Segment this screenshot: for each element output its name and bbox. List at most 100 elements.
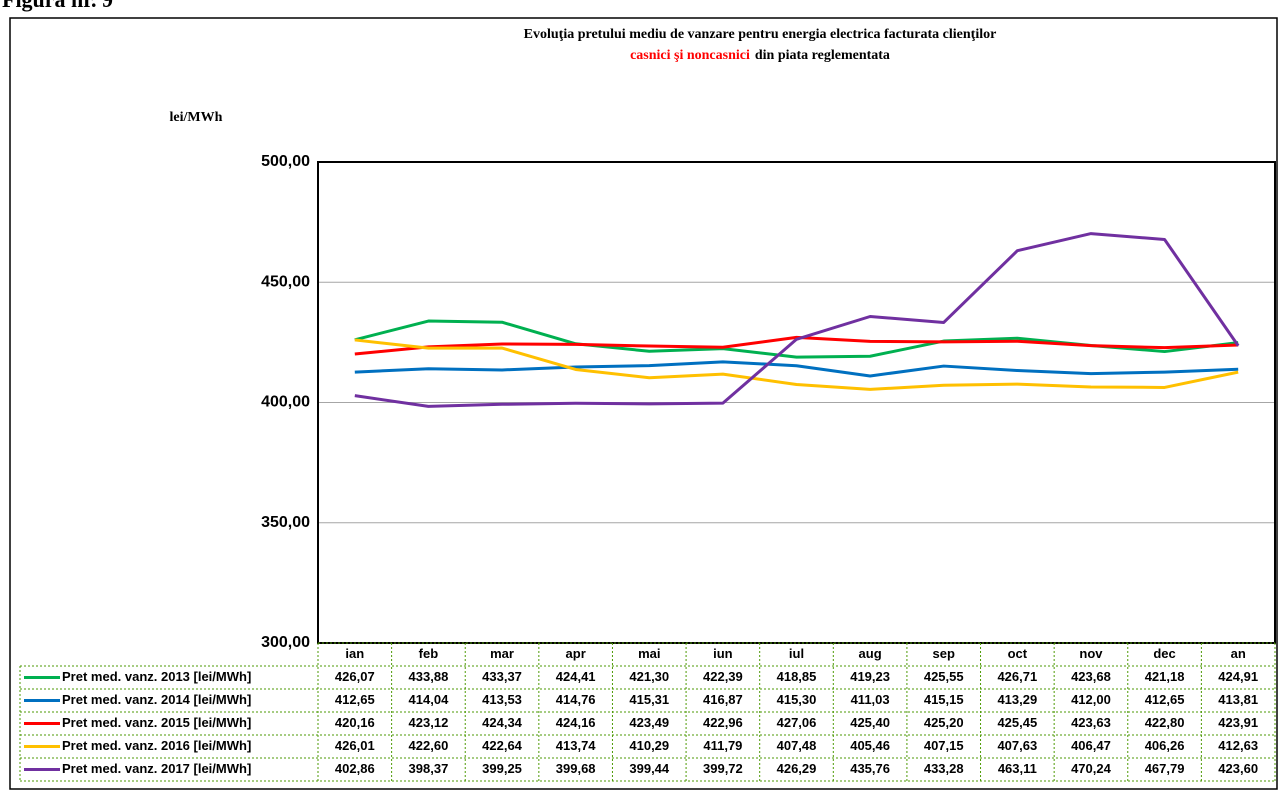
table-cell: 399,72 [703,761,743,776]
table-cell: 425,45 [997,715,1037,730]
table-cell: 423,91 [1218,715,1258,730]
table-cell: 414,76 [556,692,596,707]
x-tick-label: apr [566,646,586,661]
table-cell: 414,04 [409,692,450,707]
table-cell: 413,74 [556,738,597,753]
series-line [354,335,1239,356]
table-cell: 413,53 [482,692,522,707]
table-cell: 424,34 [482,715,523,730]
x-tick-label: iun [713,646,733,661]
table-cell: 422,96 [703,715,743,730]
table-cell: 406,26 [1145,738,1185,753]
y-tick-label: 400,00 [261,394,310,411]
table-cell: 426,07 [335,669,375,684]
x-tick-label: dec [1153,646,1175,661]
table-cell: 422,80 [1145,715,1185,730]
table-cell: 433,88 [409,669,449,684]
table-cell: 423,49 [629,715,669,730]
series-line [354,360,1239,378]
table-cell: 425,20 [924,715,964,730]
table-cell: 467,79 [1145,761,1185,776]
table-cell: 412,63 [1218,738,1258,753]
table-cell: 407,15 [924,738,964,753]
table-cell: 406,47 [1071,738,1111,753]
x-tick-label: an [1231,646,1246,661]
table-cell: 423,63 [1071,715,1111,730]
x-tick-label: aug [859,646,882,661]
legend-label: Pret med. vanz. 2017 [lei/MWh] [62,761,251,776]
table-cell: 425,55 [924,669,964,684]
figure-label: Figura nr. 9 [2,0,113,12]
y-axis-label: lei/MWh [170,110,223,125]
table-cell: 415,30 [777,692,817,707]
table-cell: 407,63 [997,738,1037,753]
x-tick-label: sep [933,646,955,661]
chart-subtitle: casnici şi noncasnici din piata reglement… [630,48,890,63]
table-cell: 413,29 [997,692,1037,707]
table-cell: 402,86 [335,761,375,776]
y-tick-label: 350,00 [261,514,310,531]
legend-label: Pret med. vanz. 2016 [lei/MWh] [62,738,251,753]
table-cell: 422,39 [703,669,743,684]
table-cell: 399,25 [482,761,522,776]
table-cell: 411,03 [851,692,890,707]
y-tick-label: 500,00 [261,153,310,170]
table-cell: 398,37 [409,761,449,776]
table-cell: 418,85 [777,669,817,684]
table-cell: 425,40 [850,715,890,730]
table-cell: 416,87 [703,692,743,707]
table-cell: 421,18 [1145,669,1185,684]
x-tick-label: mar [490,646,514,661]
x-tick-label: mai [638,646,660,661]
table-cell: 399,44 [629,761,670,776]
table-cell: 420,16 [335,715,375,730]
y-tick-label: 450,00 [261,273,310,290]
table-cell: 412,00 [1071,692,1111,707]
x-tick-label: iul [789,646,804,661]
table-cell: 415,15 [924,692,964,707]
table-cell: 426,29 [777,761,817,776]
table-cell: 422,60 [409,738,449,753]
table-cell: 421,30 [629,669,669,684]
subtitle-rest: din piata reglementata [755,48,890,63]
table-cell: 407,48 [777,738,817,753]
table-cell: 399,68 [556,761,596,776]
legend-label: Pret med. vanz. 2014 [lei/MWh] [62,692,251,707]
table-cell: 424,91 [1218,669,1258,684]
table-cell: 435,76 [850,761,890,776]
table-cell: 412,65 [335,692,375,707]
legend-label: Pret med. vanz. 2015 [lei/MWh] [62,715,251,730]
subtitle-highlight: casnici şi noncasnici [630,48,750,63]
chart-title: Evoluţia pretului mediu de vanzare pentr… [524,27,997,42]
table-cell: 463,11 [998,761,1037,776]
table-cell: 423,12 [409,715,449,730]
table-cell: 423,60 [1218,761,1258,776]
table-cell: 424,41 [556,669,596,684]
y-tick-label: 300,00 [261,634,310,651]
table-cell: 411,79 [703,738,742,753]
chart-border [9,17,1278,790]
series-line [354,338,1239,391]
legend-label: Pret med. vanz. 2013 [lei/MWh] [62,669,251,684]
x-tick-label: feb [419,646,439,661]
table-cell: 424,16 [556,715,596,730]
table-cell: 470,24 [1071,761,1112,776]
table-cell: 410,29 [629,738,669,753]
table-cell: 433,37 [482,669,522,684]
x-tick-label: oct [1008,646,1028,661]
table-cell: 422,64 [482,738,523,753]
table-cell: 426,71 [997,669,1037,684]
x-tick-label: ian [345,646,364,661]
table-cell: 423,68 [1071,669,1111,684]
table-cell: 426,01 [335,738,375,753]
x-tick-label: nov [1079,646,1103,661]
plot-frame [317,161,1276,644]
table-cell: 427,06 [777,715,817,730]
table-cell: 413,81 [1218,692,1258,707]
table-cell: 412,65 [1145,692,1185,707]
table-cell: 405,46 [850,738,890,753]
table-cell: 419,23 [850,669,890,684]
table-cell: 415,31 [629,692,669,707]
series-line [354,232,1240,408]
